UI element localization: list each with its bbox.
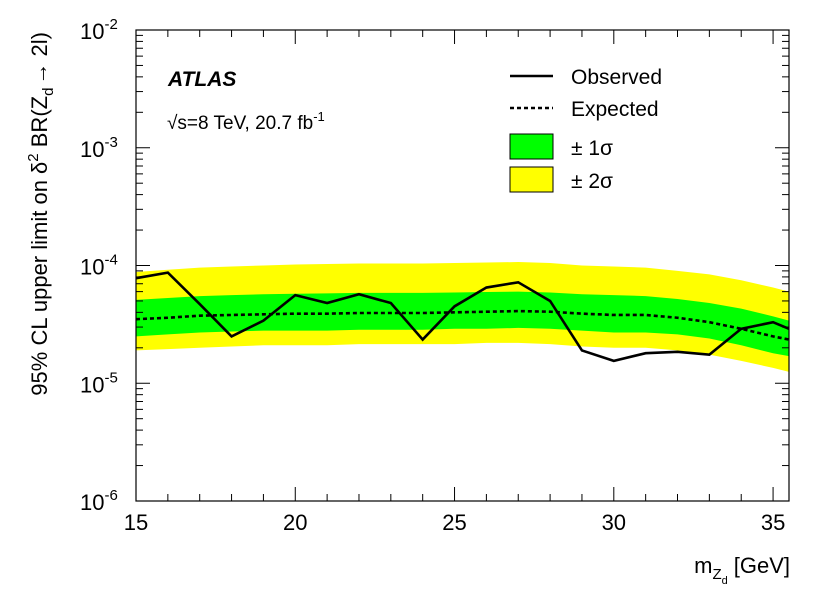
x-tick-label: 35 (761, 510, 785, 535)
x-tick-label: 15 (124, 510, 148, 535)
y-axis-title-prefix: 95% CL upper limit on δ (27, 162, 52, 396)
y-axis-title: 95% CL upper limit on δ2 BR(Zd → 2l) (25, 32, 57, 396)
energy-label: √s=8 TeV, 20.7 fb-1 (167, 109, 325, 134)
legend-observed-label: Observed (571, 66, 662, 89)
y-tick-label: 10-3 (80, 134, 118, 162)
experiment-label: ATLAS (167, 68, 236, 91)
legend-two-sigma-swatch (509, 166, 554, 193)
energy-label-sup: -1 (313, 109, 325, 124)
y-axis-title-sub: d (40, 88, 57, 96)
x-axis-title: mZd [GeV] (694, 553, 790, 587)
y-tick-label: 10-6 (80, 487, 118, 515)
legend: Observed Expected ± 1σ ± 2σ (509, 66, 662, 193)
y-axis-title-sup: 2 (25, 153, 42, 161)
y-axis-title-mid: BR(Z (27, 96, 52, 153)
one-sigma-band (136, 291, 789, 357)
x-tick-label: 25 (442, 510, 466, 535)
x-axis-title-sub: Z (712, 566, 721, 583)
energy-label-text: √s=8 TeV, 20.7 fb (167, 113, 313, 134)
x-axis-title-unit: [GeV] (734, 553, 790, 578)
x-tick-label: 20 (283, 510, 307, 535)
observed-limit-line (135, 271, 790, 363)
y-tick-label: 10-5 (80, 369, 118, 397)
x-tick-labels: 15 20 25 30 35 (124, 510, 786, 535)
legend-two-sigma-label: ± 2σ (571, 170, 613, 193)
legend-expected-label: Expected (571, 98, 659, 121)
legend-one-sigma-swatch (509, 133, 554, 160)
y-tick-labels: 10-6 10-5 10-4 10-3 10-2 (80, 16, 118, 515)
y-axis-title-suffix: → 2l) (27, 32, 52, 85)
x-axis-title-main: m (694, 553, 712, 578)
y-tick-label: 10-4 (80, 252, 118, 280)
legend-one-sigma-label: ± 1σ (571, 137, 613, 160)
x-tick-label: 30 (602, 510, 626, 535)
x-axis-title-subsub: d (722, 575, 728, 587)
plot-frame (135, 29, 790, 502)
y-tick-label: 10-2 (80, 16, 118, 44)
